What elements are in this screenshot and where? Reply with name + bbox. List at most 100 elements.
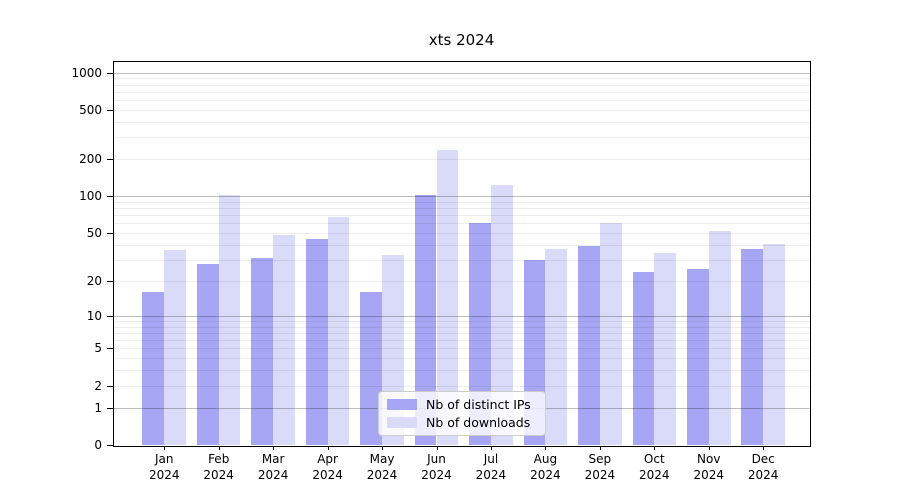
x-tick-may xyxy=(382,446,384,450)
x-tick-label-mar: Mar 2024 xyxy=(243,451,303,483)
x-tick-year: 2024 xyxy=(693,468,725,482)
y-tick-0 xyxy=(107,445,113,446)
y-tick-50 xyxy=(107,233,113,235)
x-tick-feb xyxy=(218,446,220,450)
x-tick-jul xyxy=(490,446,492,450)
x-tick-year: 2024 xyxy=(530,468,561,482)
bar-ips-nov xyxy=(686,269,709,445)
y-tick-label-10: 10 xyxy=(86,308,102,323)
y-tick-20 xyxy=(107,280,113,282)
bar-ips-sep xyxy=(578,246,600,445)
legend-swatch-distinct-ips xyxy=(387,399,417,410)
x-tick-nov xyxy=(708,446,710,450)
bar-downloads-feb xyxy=(218,194,241,445)
y-tick-label-200: 200 xyxy=(79,152,102,167)
x-tick-aug xyxy=(545,446,547,450)
x-tick-jun xyxy=(436,446,438,450)
bar-downloads-oct xyxy=(654,253,677,445)
bar-ips-mar xyxy=(251,258,274,445)
x-tick-label-jun: Jun 2024 xyxy=(407,451,467,483)
y-tick-500 xyxy=(107,109,113,111)
x-tick-label-oct: Oct 2024 xyxy=(624,451,684,483)
legend-label-distinct-ips: Nb of distinct IPs xyxy=(426,396,531,412)
x-tick-year: 2024 xyxy=(148,468,180,482)
x-tick-label-sep: Sep 2024 xyxy=(570,451,630,483)
bar-ips-may xyxy=(360,292,383,445)
y-tick-label-0: 0 xyxy=(94,438,102,452)
y-tick-label-5: 5 xyxy=(94,341,102,356)
x-tick-month: Mar xyxy=(261,452,285,466)
plot-area xyxy=(113,61,811,447)
legend-swatch-downloads xyxy=(387,417,417,428)
chart-title: xts 2024 xyxy=(428,31,495,49)
x-tick-month: Jan xyxy=(155,452,174,466)
y-tick-1 xyxy=(107,407,113,409)
bar-downloads-dec xyxy=(763,243,785,445)
bar-downloads-sep xyxy=(599,222,622,445)
legend-label-downloads: Nb of downloads xyxy=(426,414,531,430)
x-tick-month: Jun xyxy=(427,452,446,466)
x-tick-year: 2024 xyxy=(475,468,507,482)
bar-downloads-aug xyxy=(545,248,568,445)
x-tick-mar xyxy=(273,446,275,450)
x-tick-year: 2024 xyxy=(366,468,398,482)
x-tick-month: Dec xyxy=(751,452,775,466)
x-tick-label-nov: Nov 2024 xyxy=(679,451,739,483)
legend: Nb of distinct IPs Nb of downloads xyxy=(378,391,546,436)
x-tick-dec xyxy=(763,446,765,450)
bar-ips-feb xyxy=(196,263,219,445)
x-tick-month: May xyxy=(369,452,395,466)
bar-ips-dec xyxy=(741,248,764,445)
legend-item-distinct-ips: Nb of distinct IPs xyxy=(387,396,545,412)
x-tick-month: Sep xyxy=(588,452,612,466)
x-tick-month: Feb xyxy=(208,452,230,466)
x-tick-month: Apr xyxy=(317,452,338,466)
bar-downloads-jun xyxy=(436,150,459,445)
bar-ips-jan xyxy=(142,292,165,445)
bar-downloads-mar xyxy=(273,235,295,445)
bar-ips-jun xyxy=(414,195,437,445)
bar-ips-apr xyxy=(305,238,328,445)
bar-ips-jul xyxy=(469,223,491,445)
y-tick-10 xyxy=(107,315,113,317)
x-tick-label-dec: Dec 2024 xyxy=(733,451,793,483)
x-tick-month: Aug xyxy=(533,452,558,466)
x-tick-label-aug: Aug 2024 xyxy=(515,451,575,483)
x-tick-year: 2024 xyxy=(639,468,670,482)
y-tick-1000 xyxy=(107,72,113,74)
y-tick-label-20: 20 xyxy=(86,273,102,288)
bar-downloads-apr xyxy=(327,216,350,445)
x-tick-sep xyxy=(599,446,601,450)
y-tick-label-500: 500 xyxy=(79,102,102,117)
bar-downloads-jul xyxy=(490,185,513,445)
y-tick-100 xyxy=(107,196,113,198)
x-tick-apr xyxy=(327,446,329,450)
bar-downloads-nov xyxy=(708,231,731,445)
y-tick-label-1000: 1000 xyxy=(71,65,102,80)
x-tick-year: 2024 xyxy=(257,468,289,482)
y-tick-label-50: 50 xyxy=(86,226,102,241)
legend-item-downloads: Nb of downloads xyxy=(387,414,545,430)
x-tick-label-jul: Jul 2024 xyxy=(461,451,521,483)
x-tick-oct xyxy=(654,446,656,450)
x-tick-month: Oct xyxy=(643,452,665,466)
y-tick-200 xyxy=(107,159,113,161)
x-tick-label-jan: Jan 2024 xyxy=(134,451,194,483)
x-tick-year: 2024 xyxy=(203,468,234,482)
y-tick-5 xyxy=(107,348,113,350)
x-tick-month: Nov xyxy=(697,452,721,466)
bar-downloads-jan xyxy=(164,250,187,445)
x-tick-year: 2024 xyxy=(421,468,452,482)
x-tick-label-apr: Apr 2024 xyxy=(298,451,358,483)
x-tick-year: 2024 xyxy=(747,468,779,482)
y-tick-label-2: 2 xyxy=(94,378,102,393)
x-tick-jan xyxy=(164,446,166,450)
bar-ips-oct xyxy=(632,271,655,445)
x-tick-year: 2024 xyxy=(584,468,616,482)
x-tick-label-feb: Feb 2024 xyxy=(189,451,249,483)
y-tick-label-100: 100 xyxy=(79,189,102,204)
x-tick-label-may: May 2024 xyxy=(352,451,412,483)
x-tick-month: Jul xyxy=(483,452,499,466)
y-tick-2 xyxy=(107,385,113,387)
